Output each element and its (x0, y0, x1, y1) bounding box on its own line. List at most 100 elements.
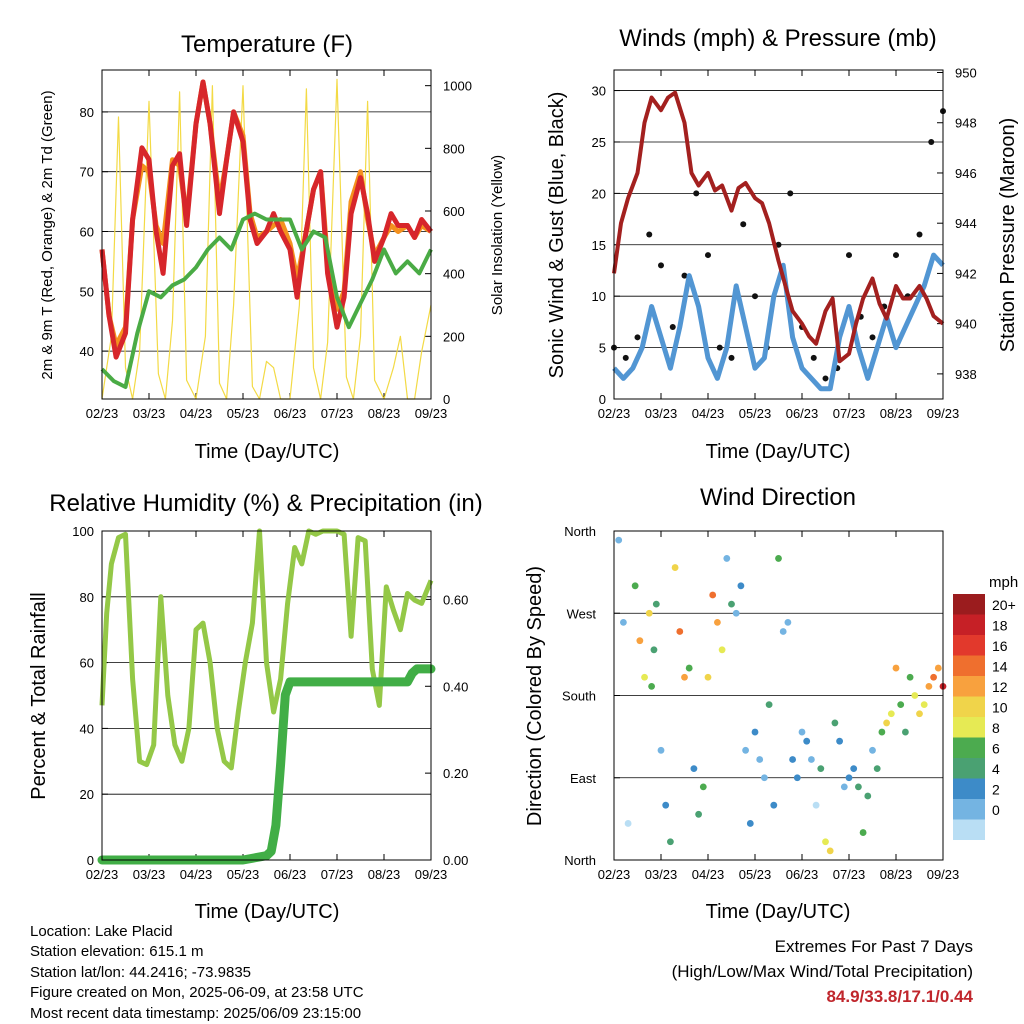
x-tick-label: 02/23 (86, 406, 119, 421)
y-tick-label: South (562, 689, 596, 704)
direction-point (902, 728, 909, 736)
direction-point (676, 628, 684, 635)
y-tick-label: 0 (599, 392, 606, 407)
direction-point (883, 719, 890, 727)
winds-ylabel-left: Sonic Wind & Gust (Blue, Black) (546, 92, 568, 379)
direction-point (925, 682, 933, 690)
pressure-line (612, 90, 945, 364)
x-tick-label: 03/23 (645, 406, 678, 421)
y-tick-label: 950 (955, 66, 977, 81)
direction-point (657, 746, 665, 754)
x-tick-label: 07/23 (321, 406, 354, 421)
direction-point (631, 582, 639, 590)
gust-point (658, 262, 664, 269)
y-tick-label: 10 (592, 289, 606, 304)
x-tick-label: 03/23 (645, 867, 678, 882)
direction-point (831, 719, 839, 727)
y-tick-label: 100 (72, 524, 94, 539)
direction-point (652, 600, 660, 608)
direction-point (784, 618, 792, 626)
direction-point (887, 710, 895, 718)
direction-point (822, 838, 829, 846)
temperature-series (99, 78, 433, 400)
x-tick-label: 09/23 (927, 406, 960, 421)
recent-timestamp: Most recent data timestamp: 2025/06/09 2… (30, 1004, 362, 1022)
legend-label: 20+ (992, 597, 1016, 613)
y-tick-label: 400 (443, 267, 465, 282)
direction-point (934, 664, 942, 672)
legend-label: 14 (992, 659, 1008, 675)
direction-point (892, 664, 900, 672)
x-tick-label: 08/23 (368, 406, 401, 421)
gust-point (634, 334, 641, 341)
gust-point (752, 293, 758, 300)
station-elevation: Station elevation: 615.1 m (30, 943, 204, 961)
x-tick-label: 04/23 (180, 867, 213, 882)
legend-swatch (953, 655, 985, 676)
direction-point (916, 710, 923, 718)
y-tick-label: 0.00 (443, 853, 468, 868)
legend-swatch (953, 594, 985, 615)
direction-point (779, 628, 787, 635)
gust-point (928, 138, 935, 145)
x-tick-label: 05/23 (739, 406, 772, 421)
gust-point (669, 324, 676, 331)
x-tick-label: 02/23 (86, 867, 119, 882)
x-tick-label: 04/23 (692, 406, 725, 421)
direction-point (636, 637, 644, 645)
y-tick-label: 40 (80, 344, 94, 359)
x-tick-label: 06/23 (786, 406, 819, 421)
x-tick-label: 09/23 (415, 867, 448, 882)
extremes-subtitle: (High/Low/Max Wind/Total Precipitation) (671, 962, 973, 981)
direction-legend: 20+ 18 16 14 12 10 8 6 4 2 0 (953, 594, 1016, 840)
direction-point (746, 820, 754, 827)
winds-yticks: 0 5 10 15 20 25 30 (592, 84, 620, 407)
y-tick-label: 50 (80, 284, 94, 299)
direction-point (695, 810, 702, 818)
y-tick-label: North (564, 853, 596, 868)
y-tick-label: 942 (955, 266, 977, 281)
x-tick-label: 06/23 (274, 867, 307, 882)
x-tick-label: 07/23 (321, 867, 354, 882)
winds-y2ticks: 938 940 942 944 946 948 950 (937, 66, 977, 382)
figure-created: Figure created on Mon, 2025-06-09, at 23… (30, 984, 364, 1002)
y-tick-label: 948 (955, 116, 977, 131)
temperature-yticks: 40 50 60 70 80 (80, 105, 108, 359)
direction-point (709, 591, 717, 599)
direction-point (645, 609, 653, 617)
x-tick-label: 08/23 (880, 867, 913, 882)
direction-point (836, 737, 843, 745)
y-tick-label: 60 (80, 656, 94, 671)
direction-point (793, 774, 801, 782)
station-location: Location: Lake Placid (30, 923, 173, 940)
series-line (99, 79, 433, 360)
y-tick-label: 70 (80, 165, 94, 180)
legend-swatch (953, 614, 985, 635)
x-tick-label: 08/23 (368, 867, 401, 882)
gust-point (893, 252, 899, 259)
humidity-frame (101, 530, 432, 861)
temperature-xticks: 02/23 03/23 04/23 05/23 06/23 07/23 08/23 09/23 (86, 70, 447, 421)
legend-swatch (953, 676, 985, 697)
direction-point (751, 728, 759, 736)
direction-point (775, 555, 782, 562)
legend-swatch (953, 717, 985, 738)
direction-point (878, 728, 886, 736)
temperature-xlabel: Time (Day/UTC) (195, 441, 340, 463)
extremes-values: 84.9/33.8/17.1/0.44 (826, 987, 973, 1006)
legend-swatch (953, 799, 985, 820)
y-tick-label: West (567, 606, 597, 621)
humidity-xlabel: Time (Day/UTC) (195, 901, 340, 923)
direction-legend-title: mph (989, 574, 1018, 591)
gust-point (787, 190, 794, 197)
y-tick-label: 944 (955, 216, 977, 231)
direction-point (718, 646, 726, 654)
humidity-yticks: 0 20 40 60 80 100 (72, 524, 108, 868)
direction-title: Wind Direction (700, 484, 856, 511)
temperature-ylabel-right: Solar Insolation (Yellow) (489, 155, 506, 315)
direction-point (850, 765, 858, 773)
temperature-ylabel-left: 2m & 9m T (Red, Orange) & 2m Td (Green) (39, 90, 56, 379)
direction-frame (613, 530, 944, 861)
direction-panel: Wind Direction Direction (Colored By Spe… (524, 484, 1018, 923)
